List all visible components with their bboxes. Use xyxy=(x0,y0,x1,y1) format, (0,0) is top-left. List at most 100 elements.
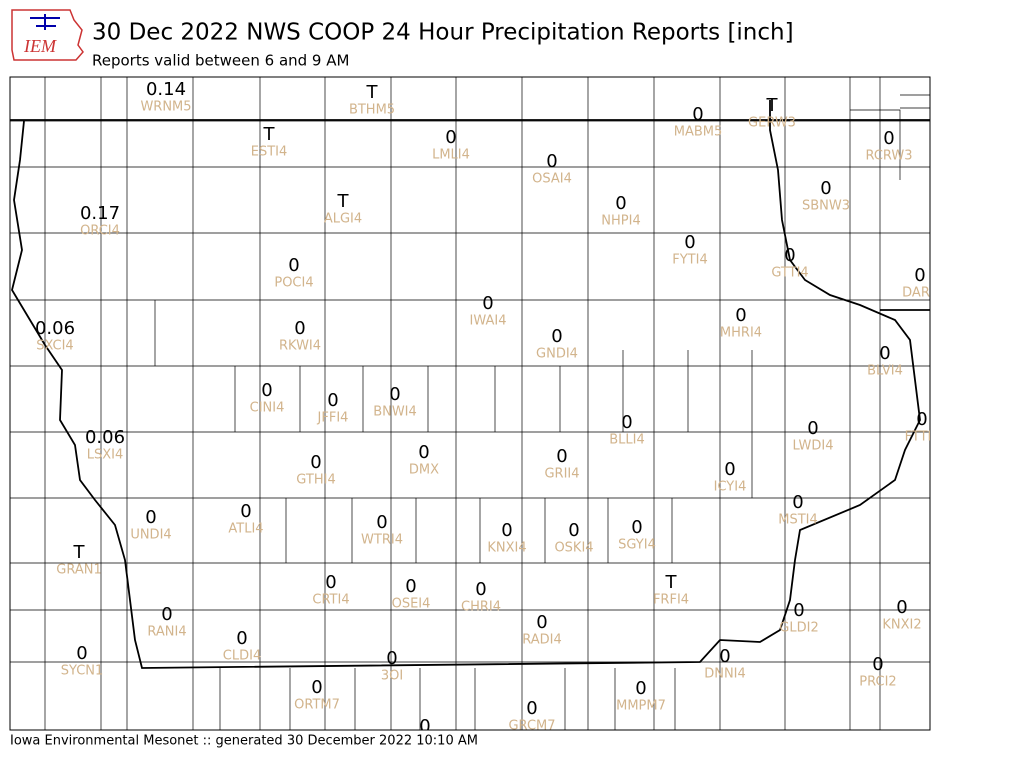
station-id: GRCM7 xyxy=(508,719,555,734)
station-id: KNXI2 xyxy=(882,618,921,633)
station-value: 0 xyxy=(236,628,247,649)
station-id: GRAN1 xyxy=(56,563,101,578)
station-value: 0 xyxy=(896,597,907,618)
station-id: DNNI4 xyxy=(704,667,746,682)
station-value: 0 xyxy=(621,412,632,433)
station-value: 0 xyxy=(389,384,400,405)
station-value: 0 xyxy=(883,128,894,149)
station-value: T xyxy=(73,542,86,563)
station-id: RCRW3 xyxy=(865,149,912,164)
station-id: CRTI4 xyxy=(312,593,349,608)
station-value: 0 xyxy=(526,698,537,719)
station-id: SBNW3 xyxy=(802,199,850,214)
station-id: 3OI xyxy=(381,669,403,684)
station-value: 0 xyxy=(311,677,322,698)
station-id: SYCN1 xyxy=(61,664,104,679)
logo-outline xyxy=(11,9,84,61)
station-id: UNDI4 xyxy=(130,528,171,543)
county-lines xyxy=(10,77,930,730)
station-value: 0 xyxy=(240,501,251,522)
station-value: 0 xyxy=(872,654,883,675)
station-id: ICYI4 xyxy=(714,480,747,495)
station-value: 0 xyxy=(684,232,695,253)
station-id: CINI4 xyxy=(250,401,285,416)
logo: IEM xyxy=(11,9,84,61)
station-value: 0 xyxy=(294,318,305,339)
station-id: SXCI4 xyxy=(36,339,73,354)
station-id: CHRI4 xyxy=(461,600,501,615)
station-id: FRFI4 xyxy=(653,593,689,608)
station-value: 0 xyxy=(376,512,387,533)
station-value: 0.06 xyxy=(85,427,125,448)
station-id: ATLI4 xyxy=(228,522,263,537)
station-id: MSTI4 xyxy=(778,513,818,528)
station-value: 0 xyxy=(793,600,804,621)
map-frame xyxy=(9,76,931,731)
station-id: LSXI4 xyxy=(87,448,124,463)
station-value: T xyxy=(337,191,350,212)
station-id: GTTI4 xyxy=(771,266,808,281)
logo-text: IEM xyxy=(23,36,57,56)
station-value: T xyxy=(665,572,678,593)
logo-icon xyxy=(30,14,60,30)
station-value: 0.14 xyxy=(146,79,186,100)
station-value: 0 xyxy=(556,446,567,467)
station-value: 0 xyxy=(551,326,562,347)
station-value: 0 xyxy=(418,442,429,463)
station-value: 0 xyxy=(310,452,321,473)
station-value: 0 xyxy=(635,678,646,699)
station-value: 0 xyxy=(546,151,557,172)
station-value: 0 xyxy=(445,127,456,148)
station-value: 0 xyxy=(724,459,735,480)
station-id: PRCI2 xyxy=(859,675,896,690)
station-id: FTTI xyxy=(905,430,932,445)
station-value: 0 xyxy=(288,255,299,276)
station-id: WRNM5 xyxy=(140,100,191,115)
station-id: KNXI4 xyxy=(487,541,526,556)
station-id: BTHM5 xyxy=(349,103,395,118)
station-value: 0 xyxy=(631,517,642,538)
station-value: 0 xyxy=(784,245,795,266)
station-value: 0 xyxy=(386,648,397,669)
station-value: 0 xyxy=(261,380,272,401)
footer: Iowa Environmental Mesonet :: generated … xyxy=(10,734,478,749)
station-id: LWDI4 xyxy=(792,439,833,454)
station-value: 0 xyxy=(76,643,87,664)
station-value: 0 xyxy=(145,507,156,528)
station-value: 0 xyxy=(161,604,172,625)
station-value: T xyxy=(766,95,779,116)
station-value: 0 xyxy=(568,520,579,541)
station-id: MMPM7 xyxy=(616,699,666,714)
station-id: OSAI4 xyxy=(532,172,572,187)
station-id: FYTI4 xyxy=(672,253,707,268)
station-id: BLLI4 xyxy=(609,433,645,448)
station-id: DMX xyxy=(409,463,439,478)
station-id: RANI4 xyxy=(147,625,186,640)
station-id: RADI4 xyxy=(522,633,562,648)
station-id: ORCI4 xyxy=(80,224,120,239)
station-value: 0 xyxy=(327,390,338,411)
station-value: 0 xyxy=(820,178,831,199)
station-id: BLVI4 xyxy=(867,364,903,379)
station-id: CLDI4 xyxy=(223,649,261,664)
station-id: OSKI4 xyxy=(554,541,593,556)
station-value: 0 xyxy=(501,520,512,541)
map-title: 30 Dec 2022 NWS COOP 24 Hour Precipitati… xyxy=(92,20,794,46)
station-value: 0 xyxy=(807,418,818,439)
station-id: ORTM7 xyxy=(294,698,340,713)
station-value: 0.06 xyxy=(35,318,75,339)
station-id: GLDI2 xyxy=(779,621,818,636)
station-id: IWAI4 xyxy=(470,314,507,329)
station-value: 0 xyxy=(879,343,890,364)
station-value: 0 xyxy=(615,193,626,214)
station-id: MABM5 xyxy=(674,125,723,140)
station-id: JFFI4 xyxy=(317,411,349,426)
station-id: RKWI4 xyxy=(279,339,321,354)
station-value: 0 xyxy=(916,409,927,430)
station-id: OSEI4 xyxy=(392,597,431,612)
station-id: POCI4 xyxy=(274,276,313,291)
station-value: 0 xyxy=(914,265,925,286)
state-borders xyxy=(10,100,930,669)
